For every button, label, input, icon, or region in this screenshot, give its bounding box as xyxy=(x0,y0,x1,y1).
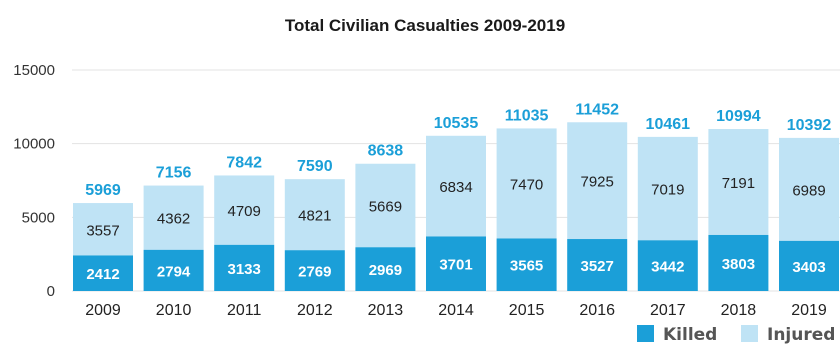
bar-injured-2016 xyxy=(567,122,628,240)
data-label-injured: 6989 xyxy=(792,182,825,199)
data-label-killed: 3565 xyxy=(510,258,543,275)
data-label-injured: 7925 xyxy=(581,174,614,191)
y-tick-label: 5000 xyxy=(22,209,55,226)
x-tick-label: 2012 xyxy=(297,302,333,319)
bar-killed-2019 xyxy=(779,240,839,291)
data-label-total: 10392 xyxy=(787,117,832,134)
data-label-total: 10535 xyxy=(434,115,479,132)
bar-injured-2011 xyxy=(214,175,275,245)
legend: Killed Injured xyxy=(637,325,835,345)
legend-label-injured: Injured xyxy=(767,325,835,345)
bar-killed-2012 xyxy=(284,250,345,291)
data-label-killed: 3133 xyxy=(228,261,261,278)
legend-label-killed: Killed xyxy=(663,325,717,345)
data-label-injured: 3557 xyxy=(86,222,119,239)
bar-injured-2018 xyxy=(708,129,769,235)
bar-killed-2014 xyxy=(426,236,486,291)
bar-killed-2009 xyxy=(73,255,133,291)
data-label-total: 5969 xyxy=(85,182,121,199)
data-label-total: 11452 xyxy=(575,101,619,118)
data-label-killed: 3527 xyxy=(581,258,614,275)
data-label-injured: 5669 xyxy=(369,198,402,215)
data-label-killed: 3403 xyxy=(792,259,825,276)
x-tick-label: 2013 xyxy=(368,302,404,319)
data-label-killed: 3701 xyxy=(439,257,472,274)
x-tick-label: 2019 xyxy=(791,302,827,319)
data-label-injured: 6834 xyxy=(439,179,472,196)
legend-swatch-injured xyxy=(741,325,758,342)
bar-killed-2015 xyxy=(496,238,557,291)
x-tick-label: 2011 xyxy=(227,302,262,319)
data-label-injured: 4362 xyxy=(157,211,190,228)
y-tick-label: 0 xyxy=(47,283,55,300)
data-label-total: 7842 xyxy=(226,154,262,171)
bar-killed-2013 xyxy=(355,247,416,291)
data-label-injured: 7019 xyxy=(651,182,684,199)
data-label-killed: 2794 xyxy=(157,263,191,280)
x-axis: 2009 2010 2011 2012 2013 2014 2015 2016 2017 2018… xyxy=(85,302,827,319)
bar-injured-2014 xyxy=(426,135,486,237)
data-label-injured: 7191 xyxy=(722,175,755,192)
data-label-total: 11035 xyxy=(505,107,549,124)
bar-injured-2017 xyxy=(637,136,698,241)
bar-injured-2012 xyxy=(284,179,345,251)
bar-injured-2010 xyxy=(143,185,204,250)
data-label-total: 7590 xyxy=(297,158,333,175)
bars: 2412 3557 5969 2794 4362 7156 3133 4709 7842 2769… xyxy=(73,101,839,291)
data-label-killed: 2412 xyxy=(86,266,119,283)
x-tick-label: 2015 xyxy=(509,302,545,319)
chart-title: Total Civilian Casualties 2009-2019 xyxy=(285,16,565,35)
x-tick-label: 2010 xyxy=(156,302,192,319)
y-tick-label: 15000 xyxy=(13,62,55,79)
bar-killed-2017 xyxy=(637,240,698,291)
x-tick-label: 2017 xyxy=(650,302,686,319)
data-label-killed: 3803 xyxy=(722,256,755,273)
legend-swatch-killed xyxy=(637,325,654,342)
x-tick-label: 2009 xyxy=(85,302,121,319)
data-label-killed: 3442 xyxy=(651,259,684,276)
bar-injured-2009 xyxy=(73,203,133,256)
x-tick-label: 2018 xyxy=(721,302,757,319)
data-label-total: 7156 xyxy=(156,165,192,182)
bar-killed-2011 xyxy=(214,244,275,291)
bar-injured-2013 xyxy=(355,163,416,248)
y-axis: 0 5000 10000 15000 xyxy=(13,62,55,300)
data-label-killed: 2769 xyxy=(298,264,331,281)
data-label-total: 10461 xyxy=(646,116,691,133)
data-label-total: 8638 xyxy=(368,143,404,160)
bar-injured-2015 xyxy=(496,128,557,239)
bar-killed-2010 xyxy=(143,249,204,291)
data-label-injured: 4709 xyxy=(228,203,261,220)
bar-injured-2019 xyxy=(779,137,839,241)
x-tick-label: 2014 xyxy=(438,302,474,319)
data-label-injured: 4821 xyxy=(298,208,331,225)
data-label-injured: 7470 xyxy=(510,176,543,193)
data-label-total: 10994 xyxy=(716,108,761,125)
x-tick-label: 2016 xyxy=(579,302,615,319)
bar-killed-2016 xyxy=(567,239,628,291)
data-label-killed: 2969 xyxy=(369,262,402,279)
bar-killed-2018 xyxy=(708,234,769,291)
y-tick-label: 10000 xyxy=(13,136,55,153)
